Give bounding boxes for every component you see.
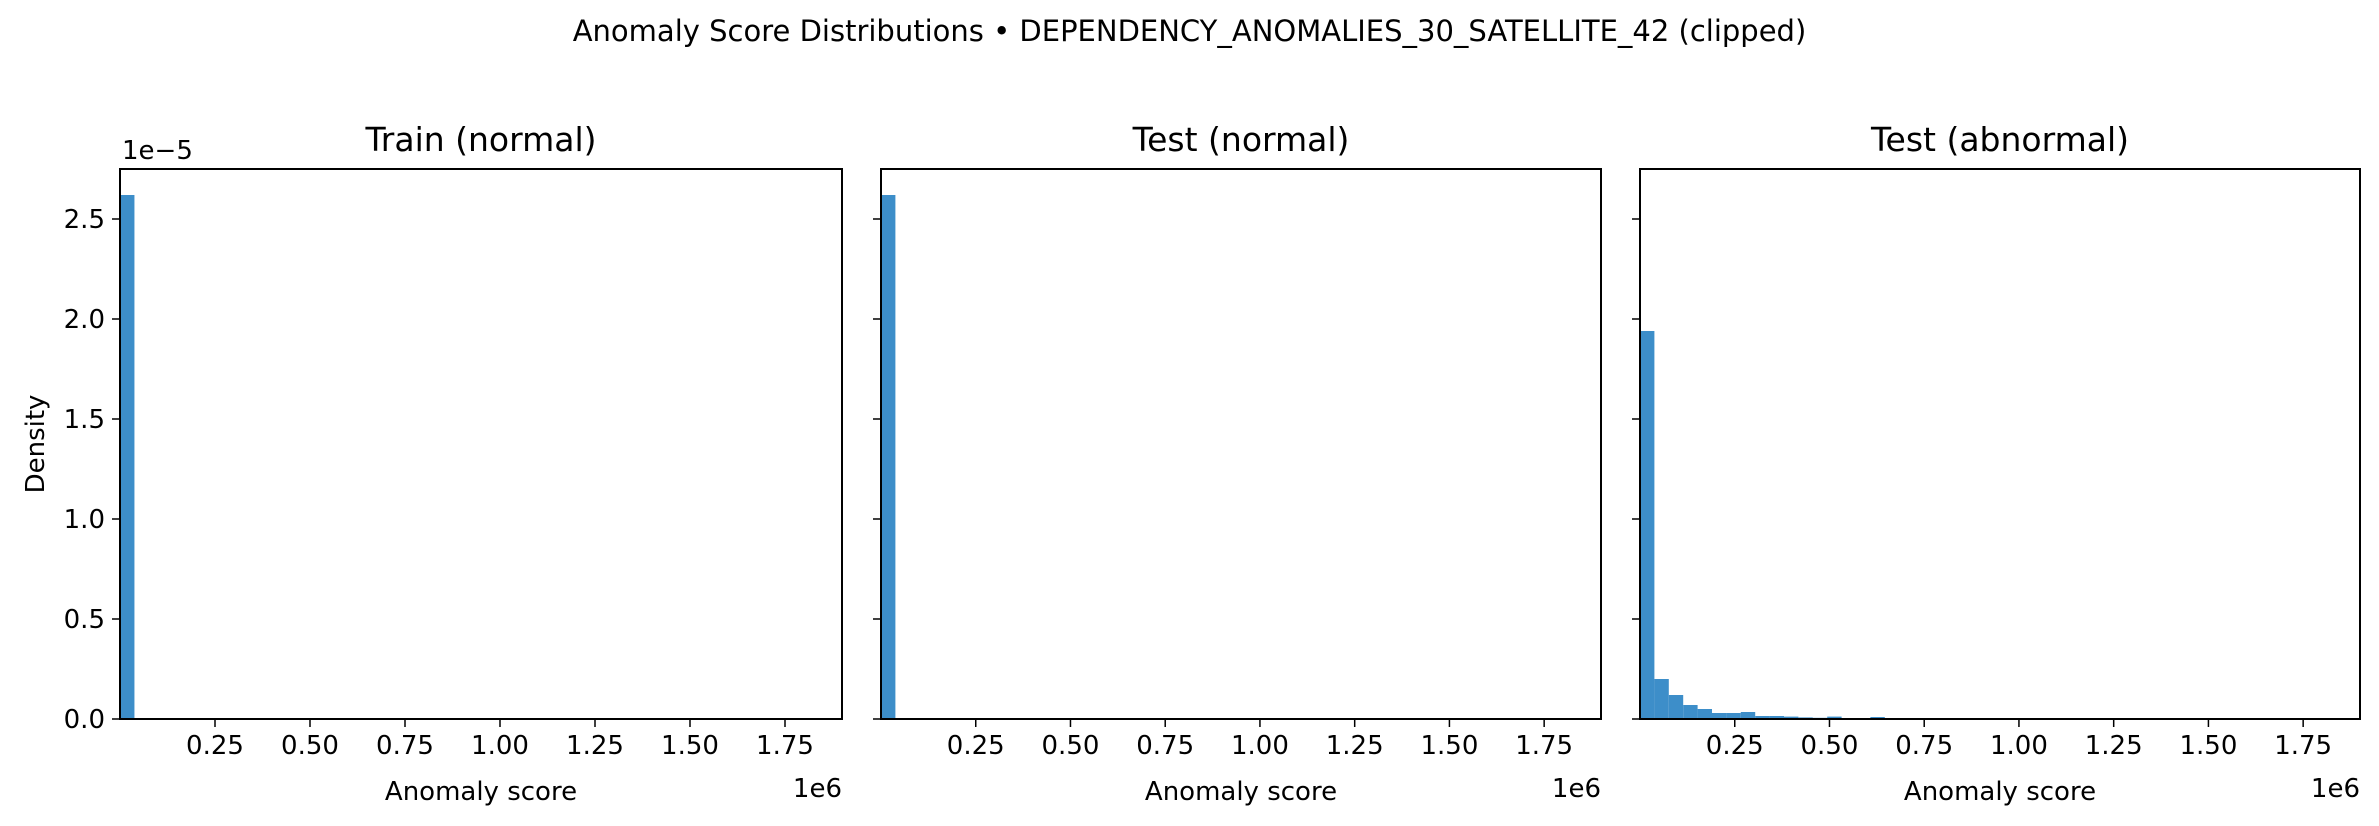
x-tick-label: 0.25	[1706, 731, 1764, 761]
panel-3: 0.25 0.50 0.75 1.00 1.25 1.50 1.75 Test (abnorm…	[1632, 120, 2361, 807]
x-tick-label: 0.25	[947, 731, 1005, 761]
histogram-bar	[1697, 709, 1712, 719]
histogram-bar	[1784, 716, 1799, 719]
panel-2: 0.25 0.50 0.75 1.00 1.25 1.50 1.75 Test (normal…	[873, 120, 1602, 807]
x-tick-label: 1.50	[2179, 731, 2237, 761]
figure-suptitle: Anomaly Score Distributions • DEPENDENCY…	[573, 14, 1807, 48]
x-tick-label: 0.75	[376, 731, 434, 761]
x-tick-label: 1.25	[1326, 731, 1384, 761]
histogram-bar	[1712, 713, 1727, 719]
x-axis-label: Anomaly score	[1904, 777, 2096, 807]
histogram-bar	[1827, 716, 1842, 719]
axes-frame	[1639, 168, 2361, 720]
histogram-bar	[120, 195, 135, 719]
histogram-bar	[1654, 679, 1669, 719]
x-tick-label: 1.75	[2274, 731, 2332, 761]
y-tick-label: 1.0	[64, 505, 105, 535]
y-tick-label: 0.5	[64, 605, 105, 635]
x-tick-label: 0.25	[186, 731, 244, 761]
panel-title: Train (normal)	[364, 120, 596, 159]
x-tick-label: 1.25	[2085, 731, 2143, 761]
x-tick-label: 1.00	[1231, 731, 1289, 761]
x-tick-label: 1.75	[1515, 731, 1573, 761]
x-tick-label: 0.50	[1801, 731, 1859, 761]
histogram-bar	[1683, 705, 1698, 719]
axes-frame	[119, 168, 843, 720]
x-tick-label: 1.50	[1420, 731, 1478, 761]
x-tick-label: 1.00	[471, 731, 529, 761]
y-tick-label: 2.5	[64, 205, 105, 235]
y-tick-label: 2.0	[64, 305, 105, 335]
histogram-bar	[1769, 716, 1784, 719]
x-tick-label: 0.50	[1042, 731, 1100, 761]
y-axis-label: Density	[21, 395, 51, 494]
x-tick-label: 0.50	[281, 731, 339, 761]
histogram-bar	[881, 195, 896, 719]
x-tick-label: 0.75	[1895, 731, 1953, 761]
panel-title: Test (normal)	[1132, 120, 1350, 159]
axes-frame	[880, 168, 1602, 720]
x-offset-label: 1e6	[793, 774, 842, 804]
x-axis-label: Anomaly score	[1145, 777, 1337, 807]
y-tick-label: 1.5	[64, 405, 105, 435]
histogram-bar	[1668, 695, 1684, 719]
x-offset-label: 1e6	[1552, 774, 1601, 804]
histogram-bar	[1640, 331, 1655, 719]
x-axis-label: Anomaly score	[385, 777, 577, 807]
histogram-bar	[1755, 716, 1770, 719]
x-offset-label: 1e6	[2311, 774, 2360, 804]
x-tick-label: 1.00	[1990, 731, 2048, 761]
y-tick-label: 0.0	[64, 705, 105, 735]
y-offset-label: 1e−5	[122, 136, 193, 166]
panel-1: 0.25 0.50 0.75 1.00 1.25 1.50 1.75 0.0 0.5 1.0 1.5…	[21, 120, 843, 807]
x-tick-label: 1.50	[661, 731, 719, 761]
x-tick-label: 1.25	[566, 731, 624, 761]
x-tick-label: 1.75	[756, 731, 814, 761]
histogram-bar	[1740, 712, 1756, 719]
histogram-bar	[1726, 713, 1741, 719]
panel-title: Test (abnormal)	[1870, 120, 2129, 159]
x-tick-label: 0.75	[1136, 731, 1194, 761]
